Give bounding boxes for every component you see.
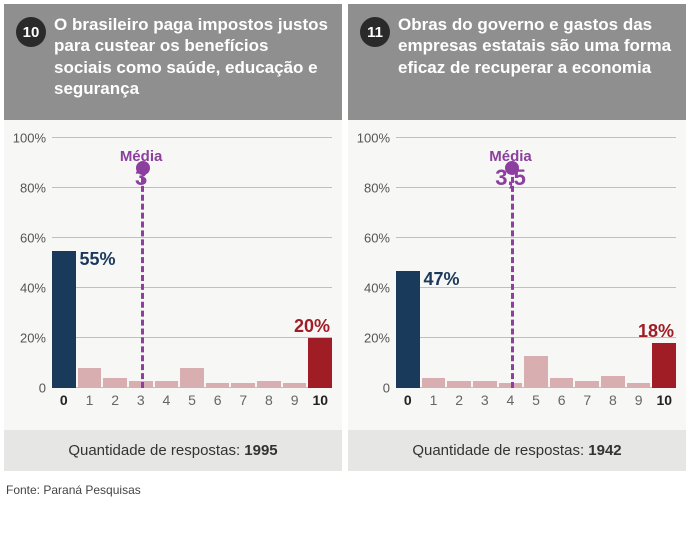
chart-container: 10O brasileiro paga impostos justos para… — [0, 0, 690, 475]
x-tick-label: 8 — [601, 392, 625, 408]
x-tick-label: 3 — [473, 392, 497, 408]
x-tick-label: 7 — [231, 392, 255, 408]
panel-badge: 11 — [360, 17, 390, 47]
media-dot — [136, 161, 150, 175]
x-tick-label: 4 — [155, 392, 179, 408]
bar — [78, 368, 102, 388]
x-tick-label: 5 — [180, 392, 204, 408]
bar — [601, 376, 625, 389]
x-tick-label: 10 — [308, 392, 332, 408]
last-value-label: 20% — [294, 316, 330, 337]
responses-footer: Quantidade de respostas: 1942 — [348, 430, 686, 471]
y-tick-label: 20% — [348, 331, 390, 346]
source-text: Fonte: Paraná Pesquisas — [0, 475, 690, 497]
y-tick-label: 20% — [4, 331, 46, 346]
panel-header: 11 Obras do governo e gastos das empresas… — [348, 4, 686, 120]
responses-count: 1942 — [588, 442, 621, 459]
x-tick-label: 1 — [78, 392, 102, 408]
x-tick-label: 4 — [499, 392, 523, 408]
bar — [524, 356, 548, 389]
y-tick-label: 60% — [348, 231, 390, 246]
panel-11: 11 Obras do governo e gastos das empresas… — [348, 4, 686, 471]
bar — [396, 271, 420, 389]
last-value-label: 18% — [638, 321, 674, 342]
x-tick-label: 0 — [52, 392, 76, 408]
bar — [422, 378, 446, 388]
first-value-label: 55% — [79, 249, 115, 270]
y-tick-label: 100% — [348, 131, 390, 146]
x-labels: 012345678910 — [52, 392, 332, 408]
x-tick-label: 0 — [396, 392, 420, 408]
x-tick-label: 2 — [447, 392, 471, 408]
bar — [231, 383, 255, 388]
media-line — [511, 168, 514, 388]
x-labels: 012345678910 — [396, 392, 676, 408]
bar — [103, 378, 127, 388]
panel-header: 10 O brasileiro paga impostos justos para… — [4, 4, 342, 120]
bar — [308, 338, 332, 388]
panel-badge: 10 — [16, 17, 46, 47]
responses-count: 1995 — [244, 442, 277, 459]
x-tick-label: 8 — [257, 392, 281, 408]
panel-10: 10O brasileiro paga impostos justos para… — [4, 4, 342, 471]
first-value-label: 47% — [423, 269, 459, 290]
bar — [155, 381, 179, 389]
y-tick-label: 0 — [348, 381, 390, 396]
media-dot — [505, 161, 519, 175]
x-tick-label: 6 — [550, 392, 574, 408]
responses-footer: Quantidade de respostas: 1995 — [4, 430, 342, 471]
media-label: Média3 — [52, 148, 332, 191]
x-tick-label: 9 — [627, 392, 651, 408]
bar — [180, 368, 204, 388]
media-label: Média3,5 — [396, 148, 676, 191]
y-tick-label: 40% — [348, 281, 390, 296]
x-tick-label: 7 — [575, 392, 599, 408]
bar — [257, 381, 281, 389]
x-tick-label: 9 — [283, 392, 307, 408]
bar — [627, 383, 651, 388]
bar — [206, 383, 230, 388]
panel-title: Obras do governo e gastos das empresas e… — [398, 14, 674, 78]
bar — [550, 378, 574, 388]
bar — [652, 343, 676, 388]
bar — [447, 381, 471, 389]
y-tick-label: 0 — [4, 381, 46, 396]
x-tick-label: 6 — [206, 392, 230, 408]
x-tick-label: 10 — [652, 392, 676, 408]
chart-area: 020%40%60%80%100%Média3,547%18%012345678… — [348, 120, 686, 430]
responses-label: Quantidade de respostas: — [412, 442, 588, 459]
y-tick-label: 80% — [348, 181, 390, 196]
bar — [52, 251, 76, 389]
x-tick-label: 2 — [103, 392, 127, 408]
bar — [473, 381, 497, 389]
chart-area: 020%40%60%80%100%Média355%20%01234567891… — [4, 120, 342, 430]
x-tick-label: 5 — [524, 392, 548, 408]
bar — [575, 381, 599, 389]
y-tick-label: 60% — [4, 231, 46, 246]
y-tick-label: 80% — [4, 181, 46, 196]
responses-label: Quantidade de respostas: — [68, 442, 244, 459]
y-tick-label: 40% — [4, 281, 46, 296]
y-tick-label: 100% — [4, 131, 46, 146]
panel-title: O brasileiro paga impostos justos para c… — [54, 14, 330, 99]
bar — [283, 383, 307, 388]
x-tick-label: 1 — [422, 392, 446, 408]
media-line — [141, 168, 144, 388]
x-tick-label: 3 — [129, 392, 153, 408]
